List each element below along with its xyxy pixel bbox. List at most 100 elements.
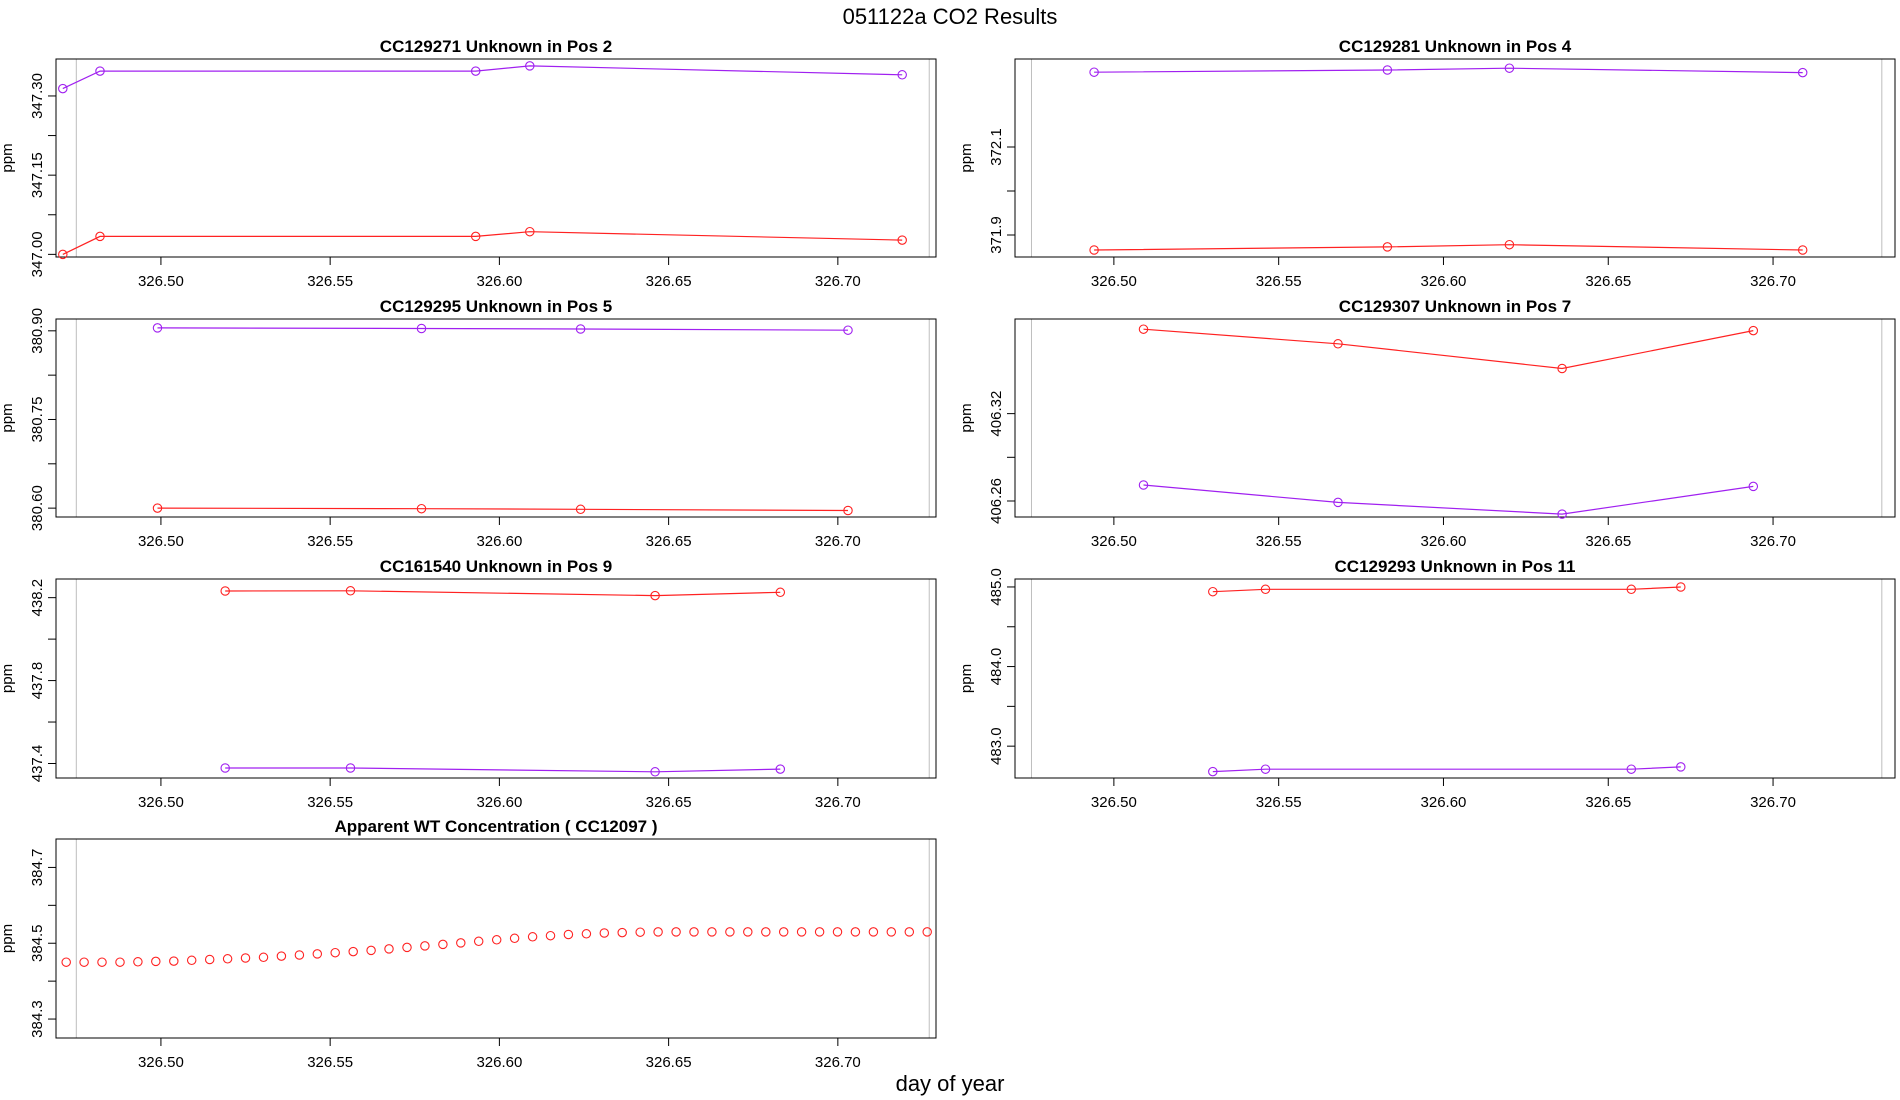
x-tick-label: 326.70 <box>1750 273 1796 290</box>
chart-panel-6: CC129293 Unknown in Pos 11 326.50 326.55 32… <box>958 557 1896 811</box>
series-line <box>157 507 849 512</box>
data-point <box>761 927 771 937</box>
data-point <box>1089 67 1099 77</box>
y-tick-label: 347.00 <box>29 231 46 277</box>
data-point <box>581 929 592 939</box>
panel-title: Apparent WT Concentration ( CC12097 ) <box>334 817 657 836</box>
data-point <box>204 954 215 965</box>
series-line <box>225 590 781 597</box>
x-tick-label: 326.60 <box>476 273 522 290</box>
y-tick-label: 437.8 <box>29 662 46 700</box>
x-tick-label: 326.65 <box>646 1054 692 1071</box>
data-point <box>1504 63 1515 73</box>
data-point <box>1208 766 1218 777</box>
data-point <box>1504 239 1515 250</box>
data-point <box>294 950 305 960</box>
x-tick-label: 326.50 <box>1091 273 1137 290</box>
data-point <box>152 503 163 513</box>
y-tick-label: 437.4 <box>29 745 46 783</box>
y-tick-label: 371.9 <box>988 216 1005 254</box>
x-tick-label: 326.55 <box>307 1054 353 1071</box>
data-point <box>796 927 807 937</box>
y-axis-label: ppm <box>0 924 16 953</box>
data-point <box>186 955 197 966</box>
data-point <box>133 957 143 967</box>
data-point <box>95 66 105 76</box>
data-point <box>115 957 125 967</box>
data-point <box>775 587 786 598</box>
data-point <box>897 235 907 245</box>
data-point <box>402 942 412 953</box>
x-tick-label: 326.65 <box>646 273 692 290</box>
data-point <box>922 927 932 937</box>
data-point <box>545 930 556 941</box>
series-line <box>1094 244 1803 251</box>
chart-panel-2: CC129281 Unknown in Pos 4 326.50 326.55 326… <box>958 37 1896 290</box>
x-tick-label: 326.60 <box>476 1054 522 1071</box>
x-tick-label: 326.55 <box>307 794 353 811</box>
data-point <box>1676 762 1686 772</box>
data-point <box>491 935 502 945</box>
x-tick-label: 326.60 <box>1421 794 1467 811</box>
x-tick-label: 326.50 <box>1091 794 1137 811</box>
data-point <box>832 927 843 937</box>
y-tick-label: 484.0 <box>988 648 1005 686</box>
data-point <box>775 764 786 774</box>
x-tick-label: 326.55 <box>307 273 353 290</box>
x-tick-label: 326.65 <box>646 533 692 550</box>
data-point <box>470 66 481 76</box>
data-point <box>345 586 356 596</box>
data-point <box>1557 363 1567 374</box>
data-point <box>1089 245 1099 255</box>
series-line <box>1143 328 1754 370</box>
data-point <box>420 941 430 951</box>
data-point <box>743 927 753 937</box>
y-axis-label: ppm <box>958 664 975 693</box>
data-point <box>1797 245 1808 255</box>
y-tick-label: 438.2 <box>29 579 46 617</box>
data-point <box>653 927 663 937</box>
y-tick-label: 380.90 <box>29 308 46 354</box>
y-axis-label: ppm <box>0 403 16 432</box>
data-point <box>330 947 340 958</box>
data-point <box>416 503 427 514</box>
x-tick-label: 326.60 <box>1421 273 1467 290</box>
data-point <box>416 323 427 334</box>
data-point <box>563 929 574 940</box>
y-tick-label: 384.5 <box>29 924 46 962</box>
data-point <box>650 767 660 777</box>
plot-frame <box>55 838 937 1039</box>
series-line <box>1212 766 1681 773</box>
x-tick-label: 326.50 <box>138 533 184 550</box>
series-line <box>62 231 903 255</box>
series-line <box>62 65 903 90</box>
data-point <box>509 933 520 944</box>
data-point <box>689 927 699 937</box>
x-tick-label: 326.70 <box>1750 794 1796 811</box>
data-point <box>671 927 681 937</box>
x-tick-label: 326.50 <box>138 273 184 290</box>
data-point <box>240 953 251 963</box>
data-point <box>527 932 538 942</box>
data-point <box>1138 324 1149 334</box>
y-tick-label: 347.15 <box>29 152 46 198</box>
data-point <box>635 927 645 937</box>
data-point <box>1626 764 1637 774</box>
x-tick-label: 326.70 <box>815 273 861 290</box>
y-tick-label: 483.0 <box>988 727 1005 765</box>
data-point <box>366 945 376 956</box>
data-point <box>725 927 735 937</box>
data-point <box>222 954 233 964</box>
y-tick-label: 380.60 <box>29 485 46 531</box>
y-axis-label: ppm <box>958 403 975 432</box>
x-tick-label: 326.55 <box>1256 794 1302 811</box>
data-point <box>707 927 717 937</box>
data-point <box>1260 764 1271 774</box>
x-tick-label: 326.70 <box>1750 533 1796 550</box>
data-point <box>778 927 789 937</box>
data-point <box>438 939 448 950</box>
data-point <box>152 323 163 333</box>
series-line <box>225 767 781 773</box>
data-point <box>843 325 853 335</box>
